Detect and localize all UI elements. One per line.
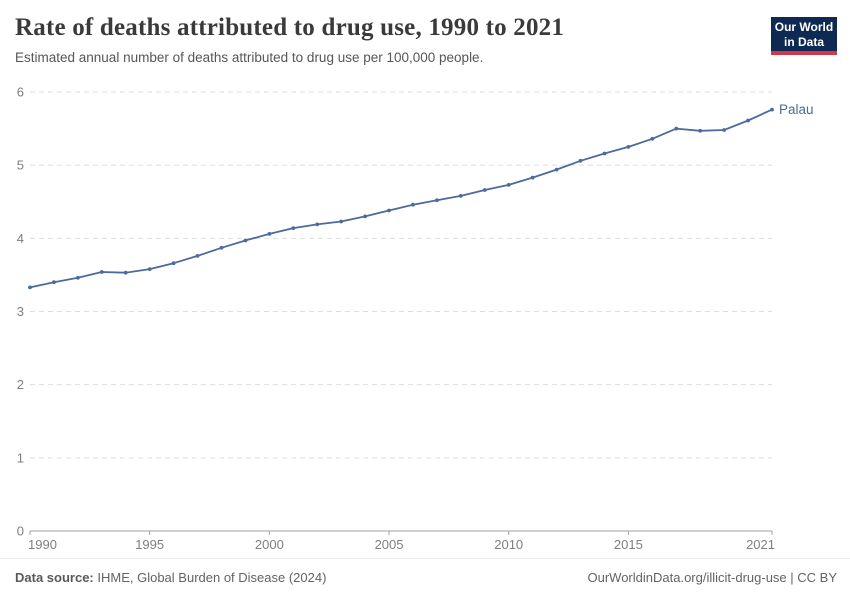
x-tick-label: 2015 bbox=[614, 537, 643, 552]
y-tick-label: 6 bbox=[17, 85, 24, 100]
data-point bbox=[530, 175, 535, 180]
data-point bbox=[147, 267, 152, 271]
data-point bbox=[722, 128, 726, 132]
data-point bbox=[674, 126, 679, 131]
y-tick-label: 1 bbox=[17, 450, 24, 465]
data-point bbox=[339, 219, 344, 224]
y-tick-label: 0 bbox=[17, 524, 24, 539]
data-point bbox=[291, 226, 296, 231]
owid-logo-line2: in Data bbox=[783, 34, 824, 49]
y-tick-label: 2 bbox=[17, 377, 24, 392]
data-point bbox=[650, 136, 655, 141]
chart-title: Rate of deaths attributed to drug use, 1… bbox=[15, 14, 565, 41]
chart-footer: Data source: IHME, Global Burden of Dise… bbox=[15, 570, 837, 585]
series-line bbox=[29, 108, 773, 289]
y-tick-label: 3 bbox=[17, 304, 24, 319]
x-tick-label: 2000 bbox=[255, 537, 284, 552]
series-label: Palau bbox=[779, 102, 814, 117]
data-point bbox=[52, 280, 56, 285]
data-point bbox=[171, 261, 176, 266]
data-point bbox=[363, 214, 367, 219]
data-point bbox=[482, 188, 487, 192]
owid-logo: Our World in Data bbox=[771, 17, 837, 56]
x-tick-label: 2005 bbox=[375, 537, 404, 552]
data-point bbox=[28, 285, 32, 290]
data-point bbox=[746, 118, 750, 123]
data-point bbox=[506, 183, 511, 187]
data-point bbox=[698, 128, 703, 133]
data-source: Data source: IHME, Global Burden of Dise… bbox=[15, 570, 326, 585]
data-point bbox=[99, 270, 104, 274]
chart-subtitle: Estimated annual number of deaths attrib… bbox=[15, 50, 484, 65]
x-tick-label: 1990 bbox=[28, 537, 57, 552]
data-point bbox=[219, 245, 224, 250]
data-source-label: Data source: bbox=[15, 570, 94, 585]
data-point bbox=[435, 198, 439, 203]
x-tick-label: 2010 bbox=[494, 537, 523, 552]
data-point bbox=[770, 107, 774, 112]
data-point bbox=[554, 167, 559, 172]
footer-divider bbox=[0, 558, 850, 559]
data-point bbox=[123, 270, 128, 275]
data-point bbox=[626, 145, 631, 149]
x-tick-label: 2021 bbox=[746, 537, 775, 552]
data-point bbox=[387, 208, 391, 213]
data-source-text: IHME, Global Burden of Disease (2024) bbox=[97, 570, 327, 585]
y-tick-label: 4 bbox=[17, 231, 24, 246]
data-point bbox=[578, 158, 583, 163]
data-point bbox=[76, 275, 80, 280]
data-point bbox=[195, 254, 200, 258]
data-point bbox=[602, 151, 607, 156]
data-point bbox=[315, 222, 320, 227]
data-point bbox=[458, 194, 463, 198]
owid-logo-line1: Our World bbox=[774, 20, 834, 34]
data-point bbox=[243, 238, 248, 243]
x-tick-label: 1995 bbox=[135, 537, 164, 552]
data-point bbox=[267, 232, 272, 236]
credit-line: OurWorldinData.org/illicit-drug-use | CC… bbox=[587, 570, 838, 585]
data-point bbox=[411, 202, 415, 207]
y-tick-label: 5 bbox=[17, 158, 24, 173]
